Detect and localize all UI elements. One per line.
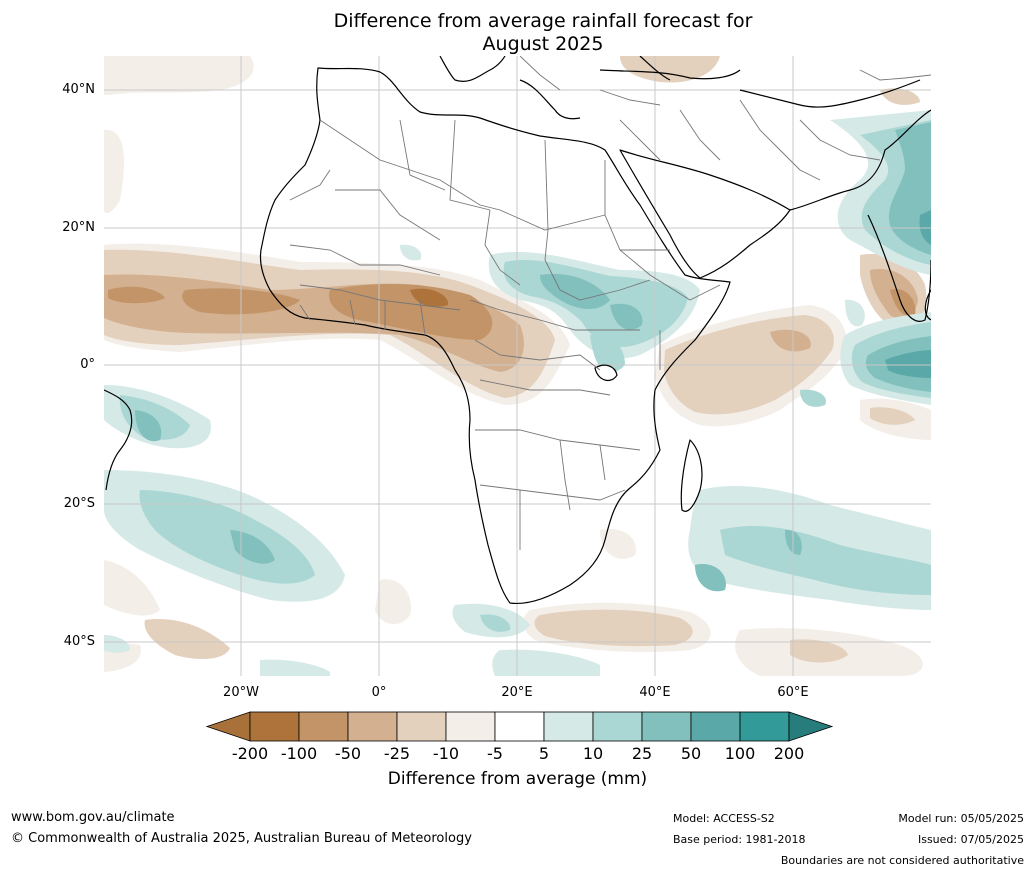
legend-title: Difference from average (mm) [387, 769, 648, 789]
copyright-text: © Commonwealth of Australia 2025, Austra… [11, 831, 472, 846]
colorbar-swatch [592, 711, 643, 742]
colorbar-extend-low [205, 711, 251, 742]
wet-anomaly-areas [104, 110, 931, 676]
dry-anomaly-areas [104, 56, 931, 676]
colorbar-tick-label: 50 [680, 744, 702, 763]
colorbar-swatch [396, 711, 447, 742]
country-borders [289, 56, 931, 550]
lat-label-40n: 40°N [62, 82, 95, 97]
colorbar-swatch [298, 711, 349, 742]
title-line-1: Difference from average rainfall forecas… [333, 10, 753, 32]
colorbar-tick-label: 5 [538, 744, 550, 763]
colorbar-tick-label: 100 [724, 744, 756, 763]
lon-label-20w: 20°W [223, 685, 259, 700]
colorbar-swatch [445, 711, 496, 742]
colorbar-tick-label: -5 [487, 744, 503, 763]
lat-label-20s: 20°S [63, 496, 95, 511]
colorbar-tick-label: 10 [582, 744, 604, 763]
colorbar-tick-label: -10 [432, 744, 460, 763]
lon-label-40e: 40°E [639, 685, 671, 700]
title-line-2: August 2025 [482, 33, 604, 55]
colorbar-tick-label: -50 [334, 744, 362, 763]
lat-label-40s: 40°S [63, 634, 95, 649]
colorbar-tick-label: -100 [280, 744, 318, 763]
base-period-text: Base period: 1981-2018 [673, 833, 806, 846]
graticule [104, 56, 931, 676]
lon-label-20e: 20°E [501, 685, 533, 700]
colorbar-tick-label: 25 [631, 744, 653, 763]
website-text: www.bom.gov.au/climate [11, 810, 175, 825]
colorbar-swatch [249, 711, 300, 742]
colorbar-swatch [739, 711, 790, 742]
colorbar-swatch [690, 711, 741, 742]
colorbar-swatch [347, 711, 398, 742]
chart-title: Difference from average rainfall forecas… [0, 10, 1035, 56]
colorbar-tick-label: -25 [383, 744, 411, 763]
colorbar-swatch [641, 711, 692, 742]
colorbar-extend-high [788, 711, 834, 742]
model-text: Model: ACCESS-S2 [673, 812, 775, 825]
lat-label-equator: 0° [80, 357, 95, 372]
lake-victoria [594, 364, 618, 382]
colorbar-tick-label: 200 [773, 744, 805, 763]
colorbar-swatch [494, 711, 545, 742]
issued-text: Issued: 07/05/2025 [917, 833, 1024, 846]
lon-label-0: 0° [371, 685, 387, 700]
lat-label-20n: 20°N [62, 220, 95, 235]
lon-label-60e: 60°E [777, 685, 809, 700]
coastlines [104, 56, 931, 605]
model-run-text: Model run: 05/05/2025 [898, 812, 1024, 825]
colorbar-swatch [543, 711, 594, 742]
disclaimer-text: Boundaries are not considered authoritat… [780, 854, 1024, 867]
colorbar-tick-label: -200 [231, 744, 269, 763]
